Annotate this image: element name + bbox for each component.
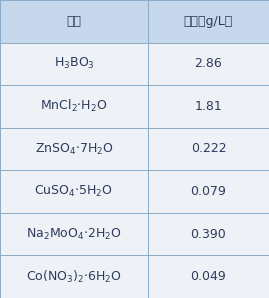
Text: 0.049: 0.049 — [191, 270, 226, 283]
Bar — [0, 128, 148, 170]
Text: $\mathrm{Na_2MoO_4{\cdot}2H_2O}$: $\mathrm{Na_2MoO_4{\cdot}2H_2O}$ — [26, 226, 122, 242]
Text: 含量（g/L）: 含量（g/L） — [184, 15, 233, 28]
Bar — [148, 0, 269, 43]
Text: 0.390: 0.390 — [191, 228, 226, 241]
Text: 0.079: 0.079 — [190, 185, 226, 198]
Bar — [148, 213, 269, 255]
Bar — [0, 213, 148, 255]
Text: 0.222: 0.222 — [191, 142, 226, 156]
Bar — [0, 255, 148, 298]
Text: $\mathrm{H_3BO_3}$: $\mathrm{H_3BO_3}$ — [54, 56, 94, 72]
Bar — [0, 0, 148, 43]
Text: $\mathrm{CuSO_4{\cdot}5H_2O}$: $\mathrm{CuSO_4{\cdot}5H_2O}$ — [34, 184, 114, 199]
Bar — [148, 85, 269, 128]
Text: $\mathrm{Co(NO_3)_2{\cdot}6H_2O}$: $\mathrm{Co(NO_3)_2{\cdot}6H_2O}$ — [26, 269, 122, 285]
Text: 2.86: 2.86 — [194, 57, 222, 70]
Bar — [0, 170, 148, 213]
Bar — [148, 128, 269, 170]
Bar — [0, 43, 148, 85]
Text: $\mathrm{MnCl_2{\cdot}H_2O}$: $\mathrm{MnCl_2{\cdot}H_2O}$ — [40, 98, 108, 114]
Text: 成分: 成分 — [66, 15, 82, 28]
Bar — [148, 43, 269, 85]
Bar — [148, 255, 269, 298]
Bar — [148, 170, 269, 213]
Text: 1.81: 1.81 — [194, 100, 222, 113]
Bar — [0, 85, 148, 128]
Text: $\mathrm{ZnSO_4{\cdot}7H_2O}$: $\mathrm{ZnSO_4{\cdot}7H_2O}$ — [35, 142, 113, 156]
